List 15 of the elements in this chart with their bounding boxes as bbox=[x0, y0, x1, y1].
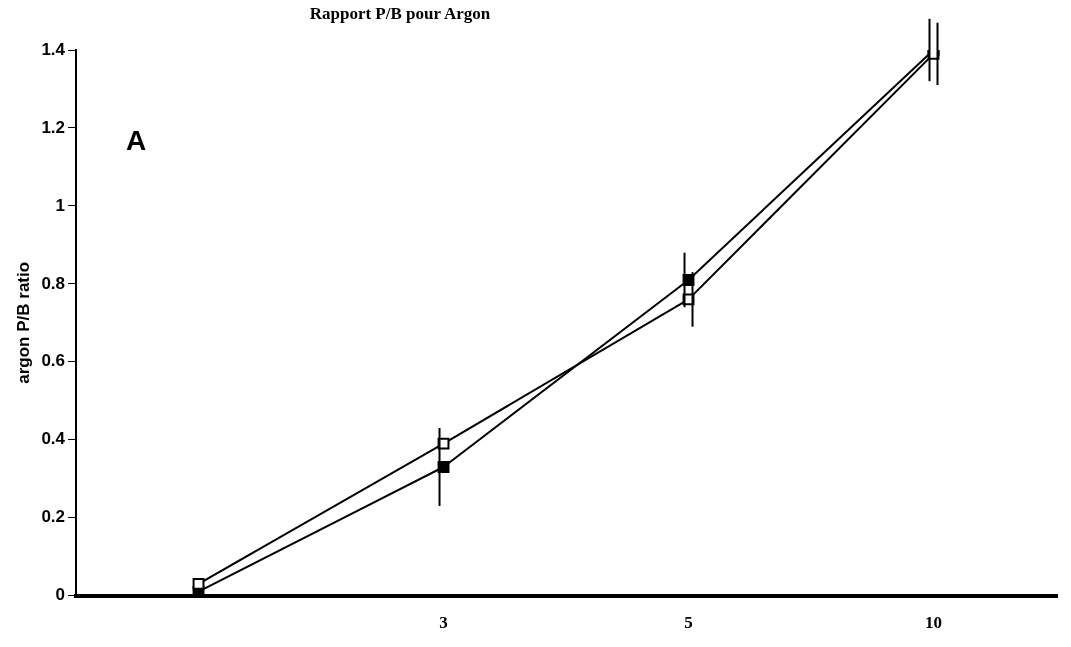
y-tick-label: 0.2 bbox=[41, 507, 66, 527]
chart-title: Rapport P/B pour Argon bbox=[308, 4, 492, 24]
x-tick-label: 5 bbox=[684, 613, 693, 633]
point bbox=[192, 577, 205, 590]
y-tick-label: 1.2 bbox=[41, 117, 66, 137]
y-axis-title: argon P/B ratio bbox=[13, 261, 33, 384]
x-tick-label: 10 bbox=[925, 613, 942, 633]
y-tick-label: 0 bbox=[55, 585, 66, 605]
annotation: A bbox=[126, 125, 147, 156]
y-tick-label: 1 bbox=[55, 195, 66, 215]
y-tick-label: 0.8 bbox=[41, 273, 66, 293]
x-tick-label: 3 bbox=[439, 613, 448, 633]
y-tick-label: 1.4 bbox=[41, 39, 66, 59]
y-tick-label: 0.6 bbox=[41, 351, 66, 371]
y-tick-label: 0.4 bbox=[41, 429, 66, 449]
